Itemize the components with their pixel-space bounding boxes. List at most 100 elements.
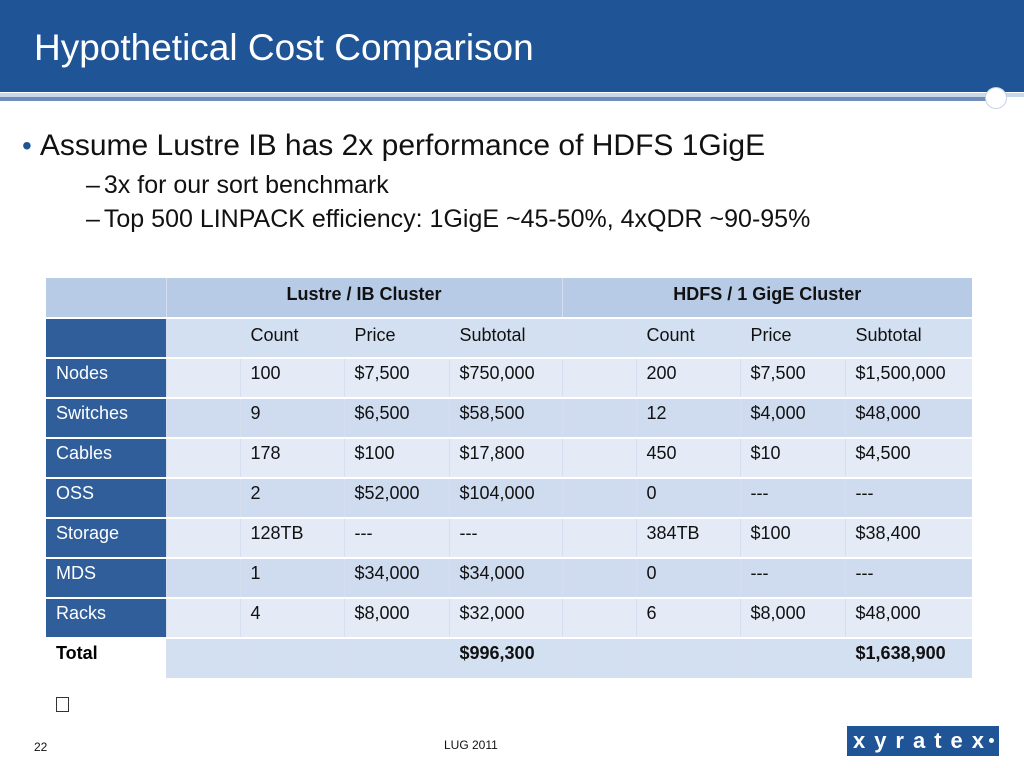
xyratex-logo: xyratex [847,726,999,756]
table-cell: $7,500 [343,357,449,398]
row-label-header-cell [46,317,166,358]
total-label: Total [46,637,166,678]
table-cell: 450 [635,437,741,478]
table-cell: $4,500 [844,437,973,478]
sub-bullet-text: 3x for our sort benchmark [103,171,389,199]
spacer-cell [165,317,240,358]
table-cell: $4,000 [739,397,846,438]
spacer-cell [561,637,637,678]
table-cell: --- [343,517,449,558]
spacer-cell [165,437,240,478]
header-corner-cell [46,278,166,318]
table-cell: $8,000 [343,597,449,638]
table-cell: 384TB [635,517,741,558]
table-cell: $104,000 [448,477,563,518]
empty-cell [343,637,449,678]
table-cell: 178 [239,437,344,478]
row-label: OSS [46,477,166,518]
spacer-cell [165,357,240,398]
spacer-cell [561,597,637,638]
table-cell: 128TB [239,517,344,558]
table-cell: 12 [635,397,741,438]
table-cell: $52,000 [343,477,449,518]
spacer-cell [165,477,240,518]
footer-text: LUG 2011 [444,738,498,752]
slide-title: Hypothetical Cost Comparison [34,27,534,68]
total-row: Total $996,300 $1,638,900 [46,637,973,678]
row-label: Storage [46,517,166,558]
table-cell: 2 [239,477,344,518]
spacer-cell [561,517,637,558]
empty-cell [635,637,741,678]
title-rule-light [0,93,1024,97]
spacer-cell [561,477,637,518]
logo-dot [989,738,994,743]
cost-comparison-table: Lustre / IB Cluster HDFS / 1 GigE Cluste… [46,278,973,678]
row-label: Nodes [46,357,166,398]
table-cell: $750,000 [448,357,563,398]
table-cell: $17,800 [448,437,563,478]
table-cell: 6 [635,597,741,638]
table-cell: --- [448,517,563,558]
column-header: Count [239,317,344,358]
dash-marker: – [86,171,100,199]
sub-bullet: – Top 500 LINPACK efficiency: 1GigE ~45-… [86,202,982,236]
title-rule [0,97,996,101]
logo-text: xyratex [852,728,994,753]
spacer-cell [561,437,637,478]
table-cell: $100 [343,437,449,478]
table-cell: $1,500,000 [844,357,973,398]
column-header: Subtotal [844,317,973,358]
bullet-marker: • [22,130,32,161]
page-number: 22 [34,740,48,754]
table-row: Racks 4 $8,000 $32,000 6 $8,000 $48,000 [46,597,973,638]
table-cell: $38,400 [844,517,973,558]
table-cell: $58,500 [448,397,563,438]
table-row: Switches 9 $6,500 $58,500 12 $4,000 $48,… [46,397,973,438]
column-header-row: Count Price Subtotal Count Price Subtota… [46,317,973,358]
spacer-cell [561,317,637,358]
spacer-cell [165,557,240,598]
spacer-cell [561,397,637,438]
placeholder-glyph-icon [56,697,69,712]
table-cell: 100 [239,357,344,398]
table-cell: 0 [635,477,741,518]
table-cell: $34,000 [448,557,563,598]
table-cell: $100 [739,517,846,558]
dash-marker: – [86,205,100,233]
empty-cell [239,637,344,678]
hdfs-group-header: HDFS / 1 GigE Cluster [561,278,973,318]
table-cell: --- [739,477,846,518]
spacer-cell [165,597,240,638]
spacer-cell [165,517,240,558]
row-label: Cables [46,437,166,478]
table-cell: $7,500 [739,357,846,398]
table-cell: $10 [739,437,846,478]
sub-bullet-text: Top 500 LINPACK efficiency: 1GigE ~45-50… [103,205,811,233]
table-row: Nodes 100 $7,500 $750,000 200 $7,500 $1,… [46,357,973,398]
table-cell: $32,000 [448,597,563,638]
table-row: Storage 128TB --- --- 384TB $100 $38,400 [46,517,973,558]
row-label: MDS [46,557,166,598]
table-cell: $8,000 [739,597,846,638]
table-cell: 1 [239,557,344,598]
main-bullet: • Assume Lustre IB has 2x performance of… [22,128,982,164]
column-header: Count [635,317,741,358]
table-cell: $48,000 [844,397,973,438]
table-cell: 200 [635,357,741,398]
spacer-cell [561,557,637,598]
bullet-list: • Assume Lustre IB has 2x performance of… [22,128,982,236]
column-header: Price [739,317,846,358]
table-cell: --- [844,477,973,518]
table-cell: 9 [239,397,344,438]
column-header: Price [343,317,449,358]
sub-bullet: – 3x for our sort benchmark [86,168,982,202]
spacer-cell [165,397,240,438]
spacer-cell [561,357,637,398]
table-row: OSS 2 $52,000 $104,000 0 --- --- [46,477,973,518]
main-bullet-text: Assume Lustre IB has 2x performance of H… [39,129,766,162]
title-rule-dot [986,88,1006,108]
empty-cell [739,637,846,678]
table-row: MDS 1 $34,000 $34,000 0 --- --- [46,557,973,598]
hdfs-total: $1,638,900 [844,637,973,678]
